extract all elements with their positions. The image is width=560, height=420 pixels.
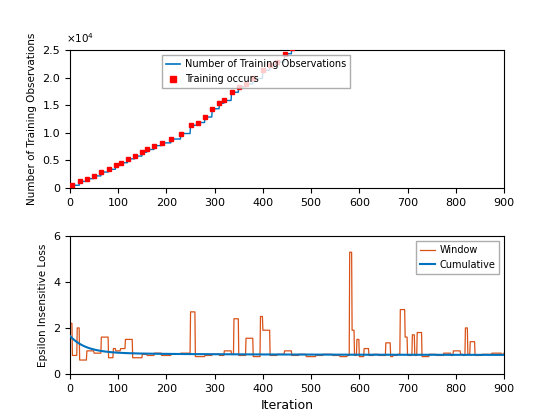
X-axis label: Iteration: Iteration <box>260 399 314 412</box>
Cumulative <box>67 333 73 339</box>
Cumulative <box>124 351 130 356</box>
Window <box>213 352 220 357</box>
Window <box>144 353 151 358</box>
Window <box>501 351 507 356</box>
Cumulative <box>144 351 151 356</box>
Window <box>356 354 363 359</box>
Window <box>67 321 73 326</box>
Window <box>346 250 353 255</box>
Cumulative <box>393 352 399 357</box>
Window <box>394 353 400 358</box>
Cumulative <box>280 352 287 357</box>
Cumulative <box>501 352 507 357</box>
Y-axis label: Number of Training Observations: Number of Training Observations <box>27 33 37 205</box>
Text: $\times10^4$: $\times10^4$ <box>66 31 94 45</box>
Legend: Window, Cumulative: Window, Cumulative <box>416 241 499 274</box>
Cumulative <box>212 352 219 357</box>
Cumulative <box>355 352 362 357</box>
Window <box>280 352 287 357</box>
Window <box>76 357 83 362</box>
Legend: Number of Training Observations, Training occurs: Number of Training Observations, Trainin… <box>162 55 350 88</box>
Line: Cumulative: Cumulative <box>70 336 504 355</box>
Line: Window: Window <box>70 252 504 360</box>
Y-axis label: Epsilon Insensitive Loss: Epsilon Insensitive Loss <box>38 243 48 367</box>
Window <box>124 337 130 342</box>
